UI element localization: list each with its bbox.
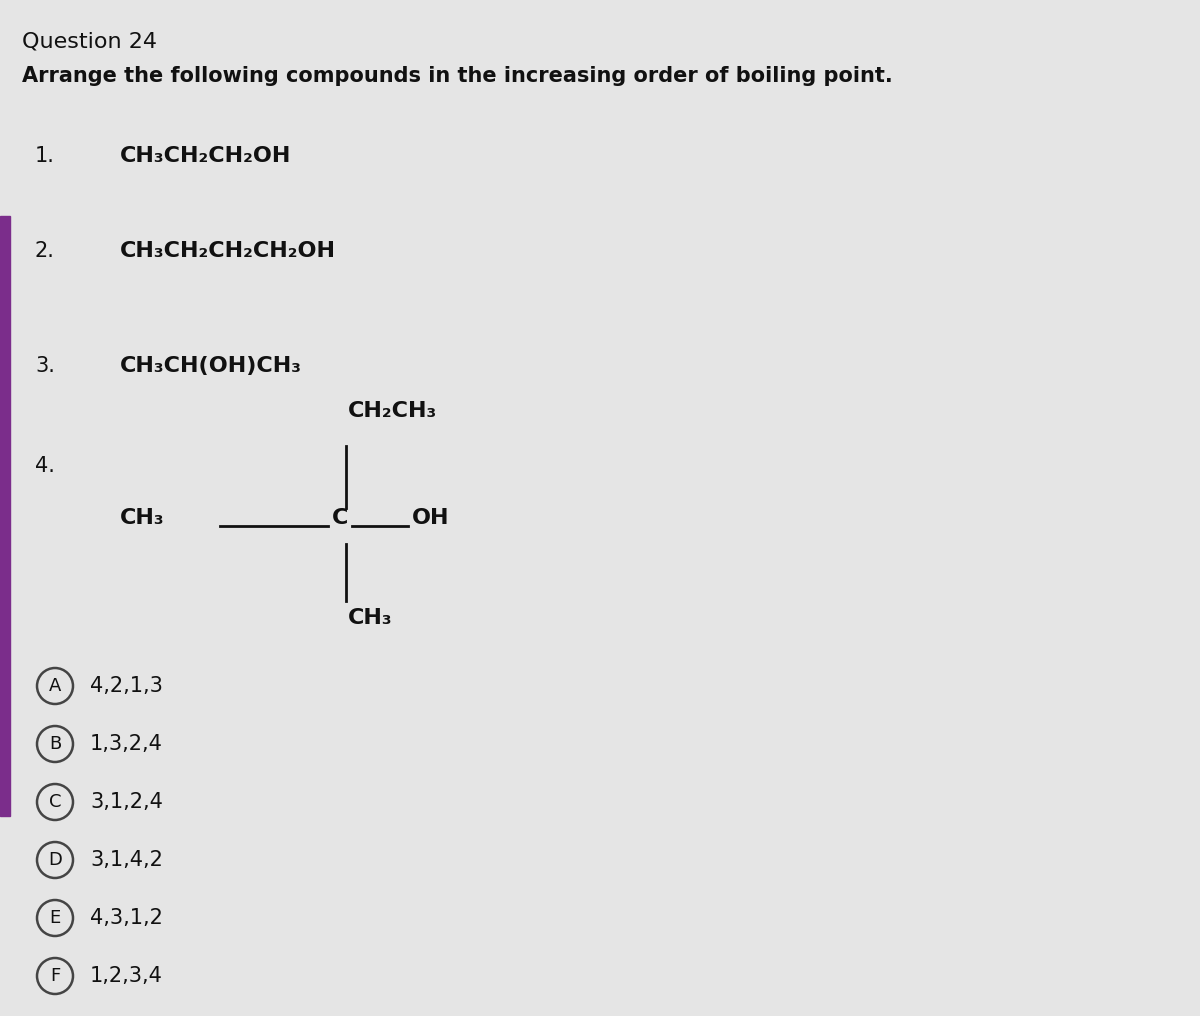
Text: CH₃CH(OH)CH₃: CH₃CH(OH)CH₃ — [120, 356, 302, 376]
Text: CH₃: CH₃ — [120, 508, 164, 528]
Text: CH₃: CH₃ — [348, 608, 392, 628]
Text: F: F — [50, 967, 60, 985]
Text: 1,3,2,4: 1,3,2,4 — [90, 734, 163, 754]
Text: OH: OH — [412, 508, 450, 528]
Text: 4.: 4. — [35, 456, 55, 477]
Text: 3,1,2,4: 3,1,2,4 — [90, 792, 163, 812]
Text: 2.: 2. — [35, 241, 55, 261]
Text: A: A — [49, 677, 61, 695]
Text: D: D — [48, 851, 62, 869]
Text: C: C — [332, 508, 348, 528]
Text: CH₃CH₂CH₂CH₂OH: CH₃CH₂CH₂CH₂OH — [120, 241, 336, 261]
Text: 4,2,1,3: 4,2,1,3 — [90, 676, 163, 696]
Text: 1,2,3,4: 1,2,3,4 — [90, 966, 163, 986]
Text: 3.: 3. — [35, 356, 55, 376]
Text: Question 24: Question 24 — [22, 31, 157, 51]
Text: C: C — [49, 793, 61, 811]
Text: 3,1,4,2: 3,1,4,2 — [90, 850, 163, 870]
Text: CH₂CH₃: CH₂CH₃ — [348, 401, 437, 421]
Text: B: B — [49, 735, 61, 753]
Text: E: E — [49, 909, 61, 927]
Text: 1.: 1. — [35, 146, 55, 166]
Text: 4,3,1,2: 4,3,1,2 — [90, 908, 163, 928]
Bar — [0, 216, 10, 816]
Text: Arrange the following compounds in the increasing order of boiling point.: Arrange the following compounds in the i… — [22, 66, 893, 86]
Text: CH₃CH₂CH₂OH: CH₃CH₂CH₂OH — [120, 146, 292, 166]
